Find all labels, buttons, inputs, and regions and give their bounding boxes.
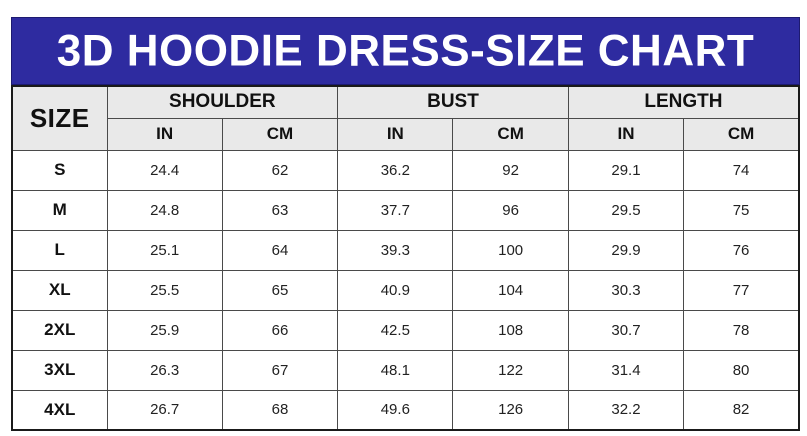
size-label: XL [11,269,108,311]
cell-shoulder-in: 24.4 [106,149,223,191]
size-label: 3XL [11,349,108,391]
cell-length-in: 30.7 [567,309,685,351]
cell-length-in: 31.4 [567,349,685,391]
cell-length-cm: 74 [683,149,800,191]
size-label: M [11,189,108,231]
cell-shoulder-in: 26.7 [106,389,223,431]
cell-length-in: 29.5 [567,189,685,231]
table-row-s: S 24.4 62 36.2 92 29.1 74 [11,149,800,191]
size-label: S [11,149,108,191]
cell-shoulder-in: 26.3 [106,349,223,391]
cell-shoulder-in: 25.5 [106,269,223,311]
cell-length-cm: 75 [683,189,800,231]
cell-bust-cm: 126 [452,389,569,431]
size-label: 2XL [11,309,108,351]
cell-length-in: 32.2 [567,389,685,431]
cell-shoulder-in: 25.1 [106,229,223,271]
cell-bust-cm: 104 [452,269,569,311]
cell-bust-in: 37.7 [337,189,454,231]
cell-bust-in: 36.2 [337,149,454,191]
cell-bust-cm: 100 [452,229,569,271]
size-label: L [11,229,108,271]
cell-length-in: 29.9 [567,229,685,271]
size-chart-table: SIZE SHOULDER BUST LENGTH IN CM IN CM IN… [11,85,800,431]
unit-header-shoulder-in: IN [106,117,223,151]
unit-header-shoulder-cm: CM [221,117,339,151]
cell-length-cm: 76 [683,229,800,271]
size-label: 4XL [11,389,108,431]
title-banner: 3D HOODIE DRESS-SIZE CHART [11,17,800,85]
page-title: 3D HOODIE DRESS-SIZE CHART [56,25,755,76]
unit-header-row: IN CM IN CM IN CM [12,117,800,151]
group-header-shoulder: SHOULDER [106,85,339,119]
table-row-m: M 24.8 63 37.7 96 29.5 75 [11,189,800,231]
cell-length-cm: 82 [683,389,800,431]
group-header-length: LENGTH [567,85,800,119]
cell-shoulder-in: 24.8 [106,189,223,231]
cell-shoulder-cm: 62 [221,149,339,191]
cell-bust-cm: 92 [452,149,569,191]
cell-length-in: 30.3 [567,269,685,311]
table-row-2xl: 2XL 25.9 66 42.5 108 30.7 78 [11,309,800,351]
group-header-bust: BUST [337,85,569,119]
cell-bust-cm: 96 [452,189,569,231]
table-row-l: L 25.1 64 39.3 100 29.9 76 [11,229,800,271]
unit-header-length-in: IN [567,117,685,151]
cell-shoulder-cm: 64 [221,229,339,271]
cell-length-cm: 80 [683,349,800,391]
table-row-3xl: 3XL 26.3 67 48.1 122 31.4 80 [11,349,800,391]
table-row-4xl: 4XL 26.7 68 49.6 126 32.2 82 [11,389,800,431]
cell-bust-in: 39.3 [337,229,454,271]
group-header-row: SIZE SHOULDER BUST LENGTH [11,85,800,151]
unit-header-bust-cm: CM [452,117,569,151]
cell-shoulder-cm: 63 [221,189,339,231]
unit-header-bust-in: IN [337,117,454,151]
cell-shoulder-cm: 68 [221,389,339,431]
size-column-header: SIZE [11,85,108,151]
cell-length-cm: 77 [683,269,800,311]
cell-length-cm: 78 [683,309,800,351]
cell-shoulder-cm: 67 [221,349,339,391]
cell-bust-cm: 122 [452,349,569,391]
cell-shoulder-cm: 65 [221,269,339,311]
cell-bust-in: 49.6 [337,389,454,431]
cell-bust-cm: 108 [452,309,569,351]
cell-bust-in: 42.5 [337,309,454,351]
unit-header-length-cm: CM [683,117,800,151]
table-row-xl: XL 25.5 65 40.9 104 30.3 77 [11,269,800,311]
cell-shoulder-in: 25.9 [106,309,223,351]
cell-bust-in: 40.9 [337,269,454,311]
cell-length-in: 29.1 [567,149,685,191]
cell-shoulder-cm: 66 [221,309,339,351]
cell-bust-in: 48.1 [337,349,454,391]
